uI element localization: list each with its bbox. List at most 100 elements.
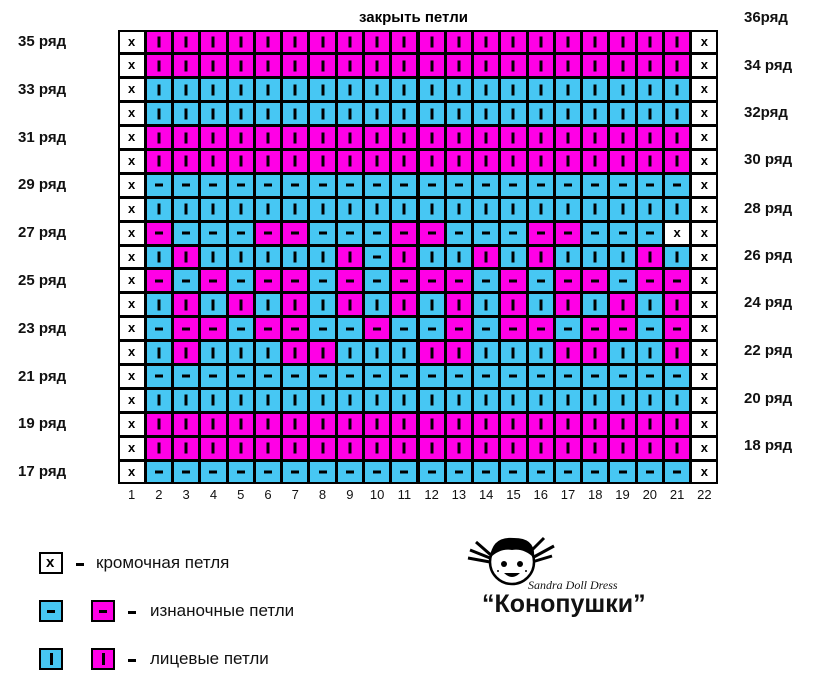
- knit-stitch-cell: [283, 31, 308, 53]
- knit-stitch-cell: [364, 389, 390, 411]
- purl-dash-icon: [536, 470, 545, 474]
- edge-stitch-cell: x: [119, 318, 144, 340]
- edge-x-glyph: x: [128, 176, 136, 192]
- column-number: 19: [615, 487, 630, 502]
- knit-bar-icon: [511, 203, 515, 215]
- knit-bar-icon: [184, 299, 188, 311]
- knit-stitch-cell: [555, 294, 581, 316]
- purl-dash-icon: [373, 279, 382, 283]
- knit-bar-icon: [675, 299, 679, 311]
- purl-stitch-cell: [310, 270, 335, 292]
- purl-dash-icon: [645, 327, 654, 331]
- purl-dash-icon: [318, 374, 327, 378]
- purl-dash-icon: [482, 231, 491, 235]
- knit-stitch-cell: [364, 294, 390, 316]
- legend-knit-pink-symbol: [91, 648, 115, 670]
- purl-stitch-cell: [501, 222, 526, 244]
- knit-stitch-cell: [446, 246, 472, 268]
- purl-stitch-cell: [364, 246, 390, 268]
- knit-stitch-cell: [419, 127, 444, 148]
- knit-bar-icon: [402, 251, 406, 263]
- knit-bar-icon: [348, 394, 352, 406]
- knit-bar-icon: [375, 418, 379, 430]
- column-number: 8: [318, 487, 327, 502]
- edge-stitch-cell: x: [692, 127, 717, 148]
- knit-bar-icon: [211, 60, 215, 72]
- brand-logo: Sandra Doll Dress “Конопушки”: [462, 528, 662, 628]
- column-number: 4: [209, 487, 218, 502]
- knit-stitch-cell: [419, 342, 444, 364]
- knit-stitch-cell: [610, 437, 635, 459]
- knit-bar-icon: [157, 251, 161, 263]
- knit-bar-icon: [239, 155, 243, 167]
- knit-bar-icon: [375, 132, 379, 144]
- knit-stitch-cell: [364, 437, 390, 459]
- knit-stitch-cell: [528, 79, 553, 101]
- knit-stitch-cell: [474, 342, 499, 364]
- knit-stitch-cell: [255, 31, 281, 53]
- knit-bar-icon: [457, 347, 461, 359]
- knit-bar-icon: [211, 347, 215, 359]
- knit-bar-icon: [348, 418, 352, 430]
- knit-bar-icon: [348, 132, 352, 144]
- knit-bar-icon: [511, 84, 515, 96]
- column-number: 12: [424, 487, 439, 502]
- knit-stitch-cell: [174, 31, 199, 53]
- knit-bar-icon: [566, 203, 570, 215]
- purl-dash-icon: [236, 231, 245, 235]
- knit-stitch-cell: [255, 150, 281, 172]
- knit-bar-icon: [621, 60, 625, 72]
- purl-dash-icon: [373, 470, 382, 474]
- knit-bar-icon: [266, 36, 270, 48]
- knit-stitch-cell: [474, 150, 499, 172]
- girl-face-icon: [467, 536, 555, 586]
- knit-stitch-cell: [446, 55, 472, 77]
- knit-stitch-cell: [255, 103, 281, 125]
- knit-bar-icon: [648, 442, 652, 454]
- purl-stitch-cell: [201, 318, 226, 340]
- purl-dash-icon: [209, 374, 218, 378]
- edge-x-glyph: x: [700, 176, 708, 192]
- knit-bar-icon: [402, 155, 406, 167]
- knit-stitch-cell: [637, 389, 662, 411]
- purl-dash-icon: [47, 610, 55, 613]
- knit-bar-icon: [375, 394, 379, 406]
- knit-bar-icon: [266, 442, 270, 454]
- purl-stitch-cell: [364, 318, 390, 340]
- knit-bar-icon: [293, 132, 297, 144]
- edge-x-glyph: x: [128, 81, 136, 97]
- knit-stitch-cell: [201, 413, 226, 435]
- purl-stitch-cell: [283, 318, 308, 340]
- purl-stitch-cell: [474, 461, 499, 483]
- purl-stitch-cell: [474, 318, 499, 340]
- knit-bar-icon: [484, 155, 488, 167]
- knit-bar-icon: [675, 203, 679, 215]
- knit-bar-icon: [375, 155, 379, 167]
- row-label-left: 19 ряд: [18, 415, 67, 433]
- knit-bar-icon: [375, 203, 379, 215]
- knit-bar-icon: [321, 84, 325, 96]
- purl-dash-icon: [400, 231, 409, 235]
- knit-bar-icon: [239, 60, 243, 72]
- purl-dash-icon: [291, 231, 300, 235]
- knit-stitch-cell: [283, 103, 308, 125]
- knit-bar-icon: [157, 442, 161, 454]
- knit-bar-icon: [402, 299, 406, 311]
- knit-bar-icon: [293, 251, 297, 263]
- knit-stitch-cell: [310, 127, 335, 148]
- knit-bar-icon: [511, 132, 515, 144]
- knit-bar-icon: [675, 347, 679, 359]
- knit-stitch-cell: [501, 294, 526, 316]
- knit-bar-icon: [675, 84, 679, 96]
- knit-stitch-cell: [228, 342, 253, 364]
- knit-bar-icon: [539, 418, 543, 430]
- knit-stitch-cell: [501, 246, 526, 268]
- purl-stitch-cell: [283, 461, 308, 483]
- knit-stitch-cell: [664, 31, 690, 53]
- knit-stitch-cell: [664, 413, 690, 435]
- knit-stitch-cell: [201, 127, 226, 148]
- knit-stitch-cell: [555, 389, 581, 411]
- knit-bar-icon: [484, 347, 488, 359]
- knit-bar-icon: [621, 347, 625, 359]
